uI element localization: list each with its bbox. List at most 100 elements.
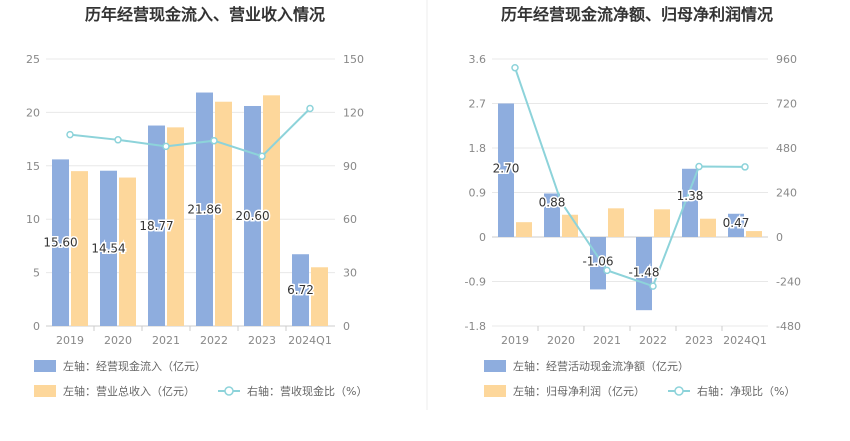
bar-primary	[682, 168, 698, 237]
line-point	[306, 104, 314, 113]
data-label: 2.70	[493, 162, 520, 176]
right-axis-tick-label: 120	[343, 106, 364, 119]
legend-swatch	[34, 360, 56, 372]
bar-secondary	[263, 95, 280, 326]
bar-primary	[498, 103, 514, 237]
left-axis-tick-label: 2.7	[469, 98, 487, 111]
right-axis-tick-label: 150	[343, 53, 364, 66]
x-axis-tick-label: 2022	[200, 334, 228, 347]
series-line	[69, 107, 311, 158]
chart-title: 历年经营现金流入、营业收入情况	[85, 5, 325, 24]
bar-primary	[636, 237, 652, 311]
bar-secondary	[71, 171, 88, 326]
right-axis-tick-label: 60	[343, 213, 357, 226]
line-point	[741, 163, 749, 171]
left-axis-tick-label: 3.6	[469, 53, 487, 66]
bar-secondary	[608, 208, 624, 237]
x-axis-tick-label: 2023	[248, 334, 276, 347]
x-axis-tick-label: 2024Q1	[723, 334, 767, 347]
legend-label: 左轴：经营活动现金流净额（亿元）	[513, 359, 689, 373]
left-axis-tick-label: 0.9	[469, 187, 487, 200]
x-axis-tick-label: 2020	[547, 334, 575, 347]
x-axis-tick-label: 2022	[639, 334, 667, 347]
legend-label: 左轴：归母净利润（亿元）	[513, 384, 645, 398]
data-label: 21.86	[187, 202, 221, 216]
data-label: 1.38	[677, 189, 704, 203]
legend-marker	[674, 386, 684, 396]
right-axis-tick-label: -240	[776, 276, 801, 289]
bar-secondary	[215, 101, 232, 326]
data-label: 6.72	[287, 283, 314, 297]
legend-label: 左轴：营业总收入（亿元）	[63, 384, 195, 398]
bar-secondary	[119, 177, 136, 326]
right-axis-tick-label: 30	[343, 267, 357, 280]
line-point	[695, 162, 703, 171]
line-point	[511, 63, 519, 72]
bar-primary	[100, 170, 117, 326]
legend-label: 右轴：净现比（%）	[697, 384, 795, 398]
data-label: 0.88	[539, 195, 566, 209]
x-axis-tick-label: 2024Q1	[288, 334, 332, 347]
x-axis-tick-label: 2021	[593, 334, 621, 347]
bar-secondary	[700, 218, 716, 237]
left-axis-tick-label: 25	[26, 53, 40, 66]
bar-secondary	[654, 209, 670, 237]
data-label: 20.60	[235, 209, 269, 223]
line-point	[114, 136, 122, 144]
left-axis-tick-label: 1.8	[469, 142, 487, 155]
bar-secondary	[746, 231, 762, 237]
left-axis-tick-label: 10	[26, 213, 40, 226]
data-label: -1.48	[628, 266, 659, 280]
bar-primary	[728, 213, 744, 237]
line-point	[557, 198, 565, 206]
bar-primary	[244, 105, 261, 326]
left-axis-tick-label: 0	[33, 320, 40, 333]
bar-primary	[544, 193, 560, 237]
right-axis-tick-label: 0	[343, 320, 350, 333]
left-axis-tick-label: -0.9	[465, 276, 486, 289]
legend-swatch	[34, 385, 56, 397]
data-label: 14.54	[91, 241, 125, 255]
line-point	[66, 130, 74, 139]
left-axis-tick-label: -1.8	[465, 320, 486, 333]
right-axis-tick-label: 480	[776, 142, 797, 155]
right-axis-tick-label: 960	[776, 53, 797, 66]
right-axis-tick-label: 90	[343, 160, 357, 173]
left-axis-tick-label: 20	[26, 106, 40, 119]
data-label: -1.06	[582, 255, 613, 269]
legend-label: 右轴：营收现金比（%）	[247, 384, 367, 398]
left-axis-tick-label: 0	[479, 231, 486, 244]
data-label: 18.77	[139, 219, 173, 233]
line-point	[649, 282, 657, 290]
bar-secondary	[562, 214, 578, 237]
line-point	[210, 136, 218, 145]
x-axis-tick-label: 2020	[104, 334, 132, 347]
legend-swatch	[484, 385, 506, 397]
bar-secondary	[311, 267, 328, 326]
data-label: 0.47	[723, 216, 750, 230]
left-chart-panel: 历年经营现金流入、营业收入情况 0 5 10 15 20 25 0 30 60 90 120 150 20…	[26, 5, 367, 398]
right-axis-tick-label: -480	[776, 320, 801, 333]
legend-label: 左轴：经营现金流入（亿元）	[63, 359, 206, 373]
bar-primary	[52, 159, 69, 326]
bar-primary	[196, 92, 213, 326]
bar-secondary	[167, 127, 184, 327]
right-chart-panel: 历年经营现金流净额、归母净利润情况 -1.8 -0.9 0 0.9 1.8 2.7 3.6 -4…	[465, 5, 801, 398]
data-label: 15.60	[43, 236, 77, 250]
left-axis-tick-label: 15	[26, 160, 40, 173]
bar-secondary	[516, 222, 532, 237]
x-axis-tick-label: 2021	[152, 334, 180, 347]
x-axis-tick-label: 2019	[56, 334, 84, 347]
right-axis-tick-label: 240	[776, 187, 797, 200]
bar-primary	[292, 254, 309, 326]
line-point	[603, 266, 611, 275]
line-point	[162, 142, 170, 151]
chart-title: 历年经营现金流净额、归母净利润情况	[501, 5, 773, 24]
line-point	[258, 152, 266, 160]
x-axis-tick-label: 2019	[501, 334, 529, 347]
legend-swatch	[484, 360, 506, 372]
legend-marker	[224, 386, 234, 396]
bar-primary	[148, 125, 165, 326]
